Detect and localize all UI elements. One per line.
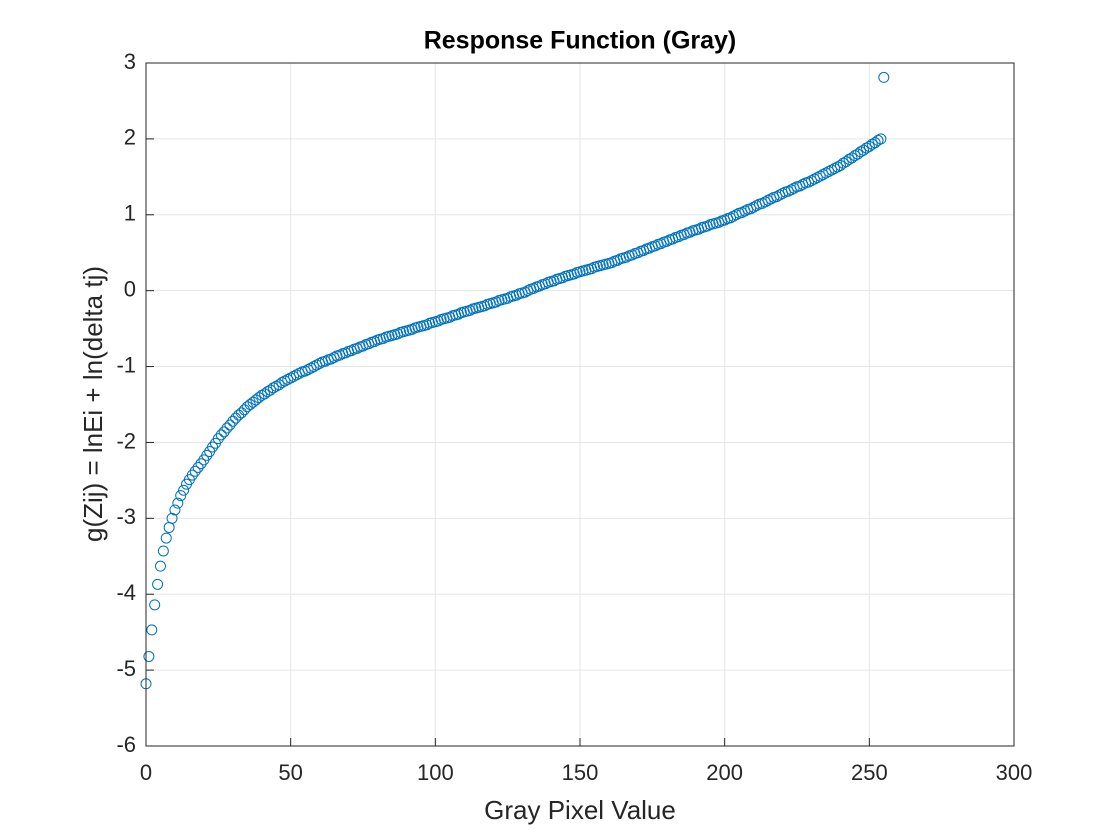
point xyxy=(207,441,219,453)
point xyxy=(224,419,236,431)
y-tick-label: 3 xyxy=(124,49,136,74)
grid xyxy=(145,62,1015,747)
point xyxy=(878,71,890,83)
point xyxy=(840,156,852,168)
point xyxy=(869,137,881,149)
point xyxy=(834,159,846,171)
y-tick-label: 0 xyxy=(124,276,136,301)
y-tick-label: -3 xyxy=(116,504,136,529)
y-tick-label: 2 xyxy=(124,125,136,150)
point xyxy=(273,379,285,391)
point xyxy=(259,388,271,400)
point xyxy=(192,461,204,473)
x-tick-label: 150 xyxy=(562,760,599,785)
point xyxy=(852,148,864,160)
y-tick-label: -4 xyxy=(116,580,136,605)
y-tick-label: -6 xyxy=(116,732,136,757)
y-tick-label: -5 xyxy=(116,656,136,681)
x-tick-label: 0 xyxy=(140,760,152,785)
x-axis-label: Gray Pixel Value xyxy=(484,795,676,825)
point xyxy=(212,433,224,445)
point xyxy=(169,504,181,516)
point xyxy=(160,532,172,544)
x-tick-label: 100 xyxy=(417,760,454,785)
point xyxy=(218,426,230,438)
point xyxy=(227,415,239,427)
point xyxy=(233,409,245,421)
point xyxy=(221,422,233,434)
point xyxy=(149,599,161,611)
y-tick-label: -2 xyxy=(116,428,136,453)
y-axis-label: g(Zij) = lnEi + ln(delta tj) xyxy=(78,266,108,542)
y-tick-label: 1 xyxy=(124,201,136,226)
point xyxy=(163,521,175,533)
point xyxy=(846,152,858,164)
point xyxy=(863,140,875,152)
point xyxy=(253,392,265,404)
chart-title: Response Function (Gray) xyxy=(424,27,737,55)
point xyxy=(189,465,201,477)
point xyxy=(201,449,213,461)
point xyxy=(166,512,178,524)
point xyxy=(215,429,227,441)
ticks: 0 50 100 150 200 250 300 -6 -5 -4 -3 -2 -1 0 1 2 3 xyxy=(116,49,1032,785)
points xyxy=(140,71,890,690)
point xyxy=(178,484,190,496)
x-tick-label: 200 xyxy=(706,760,743,785)
point xyxy=(875,133,887,145)
point xyxy=(264,384,276,396)
x-tick-label: 250 xyxy=(851,760,888,785)
point xyxy=(195,458,207,470)
point xyxy=(154,560,166,572)
x-tick-label: 300 xyxy=(996,760,1033,785)
point xyxy=(858,144,870,156)
point xyxy=(175,490,187,502)
point xyxy=(152,578,164,590)
point xyxy=(235,407,247,419)
point xyxy=(172,497,184,509)
x-tick-label: 50 xyxy=(278,760,302,785)
point xyxy=(186,469,198,481)
point xyxy=(157,545,169,557)
point xyxy=(143,650,155,662)
y-tick-label: -1 xyxy=(116,352,136,377)
point xyxy=(230,412,242,424)
point xyxy=(146,624,158,636)
point xyxy=(238,404,250,416)
